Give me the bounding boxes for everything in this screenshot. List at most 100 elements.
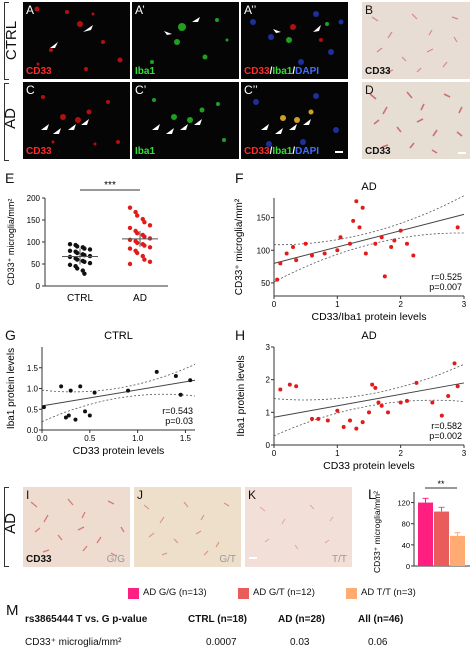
fit-line-G bbox=[41, 379, 196, 407]
data-point-E-ad bbox=[147, 259, 153, 264]
data-point-H bbox=[376, 400, 381, 405]
legend-swatch-tt bbox=[346, 588, 357, 599]
x-tick-label-H: 3 bbox=[462, 449, 467, 458]
data-point-G bbox=[188, 378, 193, 383]
y-tick-label-G: 0.0 bbox=[27, 426, 39, 435]
genotype-legend: AD G/G (n=13) AD G/T (n=12) AD T/T (n=3) bbox=[0, 587, 474, 601]
x-tick-label-H: 1 bbox=[335, 449, 340, 458]
data-point-E-ctrl bbox=[67, 248, 73, 253]
x-tick-label-E: AD bbox=[133, 293, 147, 304]
data-point-E-ad bbox=[127, 225, 133, 231]
genotype-label-J: G/T bbox=[219, 554, 236, 565]
data-point-F bbox=[310, 253, 314, 258]
confidence-band-lower-G bbox=[41, 393, 196, 423]
x-tick-label-G: 1.0 bbox=[132, 434, 144, 443]
micrograph-I-image bbox=[30, 498, 125, 557]
data-point-E-ctrl bbox=[75, 257, 80, 262]
panel-letter-A2: A’’ bbox=[244, 3, 257, 17]
x-tick-label-G: 0.5 bbox=[84, 434, 96, 443]
table-cell-ad: 0.03 bbox=[290, 637, 310, 648]
p-value-G: p=0.03 bbox=[165, 416, 193, 426]
panel-letter-H: H bbox=[235, 327, 246, 343]
data-point-F bbox=[411, 253, 416, 258]
data-point-F bbox=[322, 251, 327, 256]
data-point-F bbox=[338, 235, 343, 240]
micrograph-A1: A’ Iba1 bbox=[132, 2, 239, 79]
x-axis-label-H: CD33 protein levels bbox=[323, 460, 415, 472]
y-tick-label-F: 100 bbox=[257, 246, 271, 255]
panel-letter-J: J bbox=[137, 488, 143, 502]
y-tick-label-F: 50 bbox=[261, 279, 270, 288]
fit-line-F bbox=[273, 213, 465, 264]
data-point-G bbox=[78, 384, 83, 389]
data-point-G bbox=[154, 369, 159, 374]
micrograph-B-image bbox=[371, 13, 459, 73]
y-axis-label-G: Iba1 protein levels bbox=[6, 348, 17, 429]
panel-letter-C1: C’ bbox=[135, 83, 147, 97]
data-point-F bbox=[363, 251, 368, 256]
data-point-H bbox=[379, 403, 384, 408]
data-point-F bbox=[294, 258, 299, 263]
legend-label-tt: AD T/T (n=3) bbox=[361, 587, 416, 598]
panel-letter-A1: A’ bbox=[135, 3, 145, 17]
data-point-E-ad bbox=[135, 231, 140, 236]
genotype-label-I: G/G bbox=[106, 554, 125, 565]
data-point-F bbox=[351, 218, 356, 223]
data-point-E-ctrl bbox=[87, 260, 93, 266]
data-point-F bbox=[398, 228, 403, 233]
panel-letter-E: E bbox=[5, 170, 15, 186]
chart-F: 50 100 150 0 1 2 3 AD CD33/Iba1 protein levels CD… bbox=[234, 181, 467, 323]
micrograph-J: J G/T bbox=[134, 487, 241, 567]
micrograph-C-image bbox=[41, 95, 120, 146]
data-point-E-ad bbox=[147, 245, 153, 250]
data-point-E-ctrl bbox=[82, 271, 87, 276]
chart-L: 0 40 80 120 ** CD33⁺ microglia/mm² bbox=[372, 480, 470, 573]
micrograph-A2-image bbox=[250, 11, 344, 65]
channel-label-C: CD33 bbox=[26, 146, 52, 157]
row-label-ad: AD bbox=[1, 108, 19, 129]
y-tick-label-G: 1.0 bbox=[27, 385, 39, 394]
data-point-H bbox=[354, 426, 359, 431]
micrograph-C2-image bbox=[253, 93, 343, 153]
y-tick-label-E: 0 bbox=[36, 282, 41, 291]
data-point-E-ad bbox=[140, 253, 145, 259]
micrograph-D-image bbox=[369, 91, 466, 154]
micrograph-B: B CD33 bbox=[362, 2, 470, 79]
data-point-F bbox=[360, 205, 365, 210]
panel-letter-C2: C’’ bbox=[244, 83, 258, 97]
data-point-F bbox=[382, 274, 387, 279]
data-point-E-ctrl bbox=[87, 247, 93, 252]
data-point-E-ctrl bbox=[75, 244, 80, 249]
y-tick-label-E: 200 bbox=[27, 194, 41, 203]
x-tick-label-G: 0.0 bbox=[36, 434, 48, 443]
confidence-band-upper-G bbox=[41, 364, 196, 393]
y-tick-label-G: 0.5 bbox=[27, 405, 39, 414]
legend-label-gt: AD G/T (n=12) bbox=[253, 587, 315, 598]
data-point-F bbox=[275, 277, 280, 282]
chart-title-G: CTRL bbox=[104, 330, 133, 342]
panel-letter-L: L bbox=[368, 486, 376, 502]
data-point-E-ctrl bbox=[82, 259, 87, 264]
channel-label-I: CD33 bbox=[26, 554, 52, 565]
data-point-H bbox=[439, 413, 444, 418]
data-point-H bbox=[452, 361, 457, 366]
data-point-G bbox=[178, 392, 183, 397]
sig-label-L: ** bbox=[437, 480, 445, 489]
panel-letter-M: M bbox=[6, 602, 19, 619]
y-tick-label-H: 2 bbox=[266, 376, 271, 385]
chart-title-F: AD bbox=[361, 181, 376, 193]
data-point-H bbox=[310, 416, 314, 421]
chart-H: 0 1 2 3 0 1 2 3 AD CD33 protein levels Iba1 protei… bbox=[236, 330, 467, 472]
data-point-F bbox=[379, 235, 384, 240]
row-label-ctrl: CTRL bbox=[3, 20, 21, 61]
data-point-G bbox=[126, 388, 131, 393]
data-point-G bbox=[68, 388, 73, 393]
y-tick-label-E: 50 bbox=[31, 260, 40, 269]
table-cell-all: 0.06 bbox=[368, 637, 388, 648]
data-point-H bbox=[430, 400, 435, 405]
channel-label-C2: CD33/Iba1/DAPI bbox=[244, 146, 320, 157]
ad-row-bracket bbox=[4, 83, 9, 161]
micrograph-J-image bbox=[143, 501, 230, 556]
data-point-F bbox=[278, 261, 283, 266]
panel-letter-A: A bbox=[26, 3, 35, 17]
